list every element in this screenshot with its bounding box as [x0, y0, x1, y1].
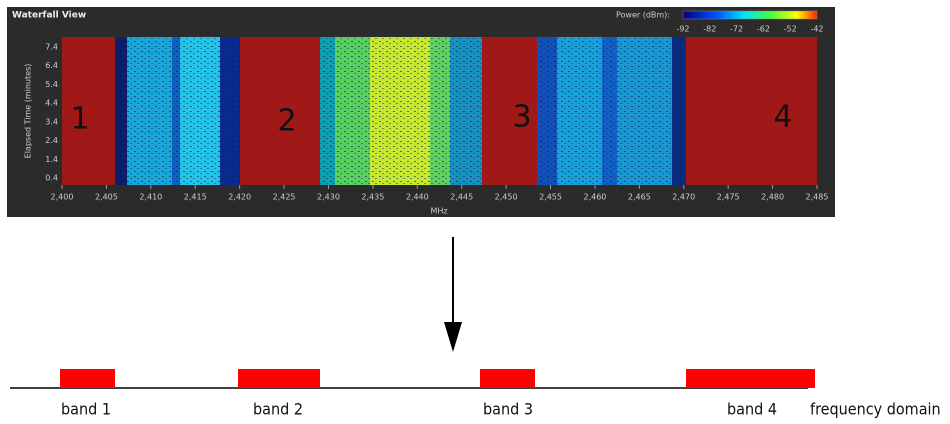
- x-tick-label: 2,400: [51, 193, 74, 202]
- x-tick-label: 2,405: [95, 193, 118, 202]
- window-title: Waterfall View: [12, 11, 86, 21]
- y-tick-label: 5.4: [45, 80, 58, 89]
- power-tick-label: -42: [810, 25, 823, 34]
- y-tick-label: 4.4: [45, 99, 58, 108]
- band-region: [482, 37, 537, 185]
- x-tick-label: 2,475: [717, 193, 740, 202]
- x-tick-label: 2,420: [228, 193, 251, 202]
- band-number: 2: [277, 104, 296, 139]
- band-label: band 2: [253, 400, 303, 419]
- axis-label: frequency domain: [810, 400, 941, 419]
- x-tick-label: 2,450: [495, 193, 518, 202]
- band-number: 3: [512, 100, 531, 135]
- band-label: band 4: [727, 400, 777, 419]
- band-region: [62, 37, 115, 185]
- band-block: [686, 369, 815, 388]
- power-colorbar: [682, 10, 818, 20]
- y-axis-label: Elapsed Time (minutes): [24, 64, 33, 159]
- x-tick-label: 2,440: [406, 193, 429, 202]
- x-tick-label: 2,470: [672, 193, 695, 202]
- y-tick-label: 6.4: [45, 61, 58, 70]
- y-tick-label: 3.4: [45, 117, 58, 126]
- x-tick-label: 2,445: [450, 193, 473, 202]
- x-tick-label: 2,425: [273, 193, 296, 202]
- band-number: 1: [70, 102, 89, 137]
- y-tick-label: 1.4: [45, 155, 58, 164]
- power-tick-label: -92: [676, 25, 689, 34]
- power-tick-label: -62: [757, 25, 770, 34]
- band-region: [240, 37, 320, 185]
- band-label: band 3: [483, 400, 533, 419]
- x-tick-label: 2,480: [761, 193, 784, 202]
- power-tick-label: -52: [784, 25, 797, 34]
- x-tick-label: 2,460: [583, 193, 606, 202]
- band-block: [480, 369, 535, 388]
- waterfall-screenshot: Waterfall View Power (dBm): 1: [7, 7, 835, 217]
- y-tick-label: 2.4: [45, 136, 58, 145]
- power-label: Power (dBm):: [616, 11, 670, 20]
- band-block: [60, 369, 115, 388]
- band-number: 4: [773, 100, 792, 135]
- x-tick-label: 2,410: [139, 193, 162, 202]
- arrow: [444, 237, 462, 352]
- band-diagram: band 1 band 2 band 3 band 4 frequency do…: [10, 369, 941, 419]
- x-tick-label: 2,435: [361, 193, 384, 202]
- y-tick-label: 7.4: [45, 43, 58, 52]
- x-tick-label: 2,415: [184, 193, 207, 202]
- power-tick-label: -72: [730, 25, 743, 34]
- power-tick-label: -82: [703, 25, 716, 34]
- y-tick-label: 0.4: [45, 174, 58, 183]
- x-tick-label: 2,465: [628, 193, 651, 202]
- x-tick-label: 2,430: [317, 193, 340, 202]
- band-label: band 1: [61, 400, 111, 419]
- x-tick-label: 2,455: [539, 193, 562, 202]
- band-block: [238, 369, 320, 388]
- spectrum-plot: [62, 37, 817, 185]
- band-region: [686, 37, 817, 185]
- x-axis-label: MHz: [430, 207, 447, 216]
- x-tick-label: 2,485: [806, 193, 829, 202]
